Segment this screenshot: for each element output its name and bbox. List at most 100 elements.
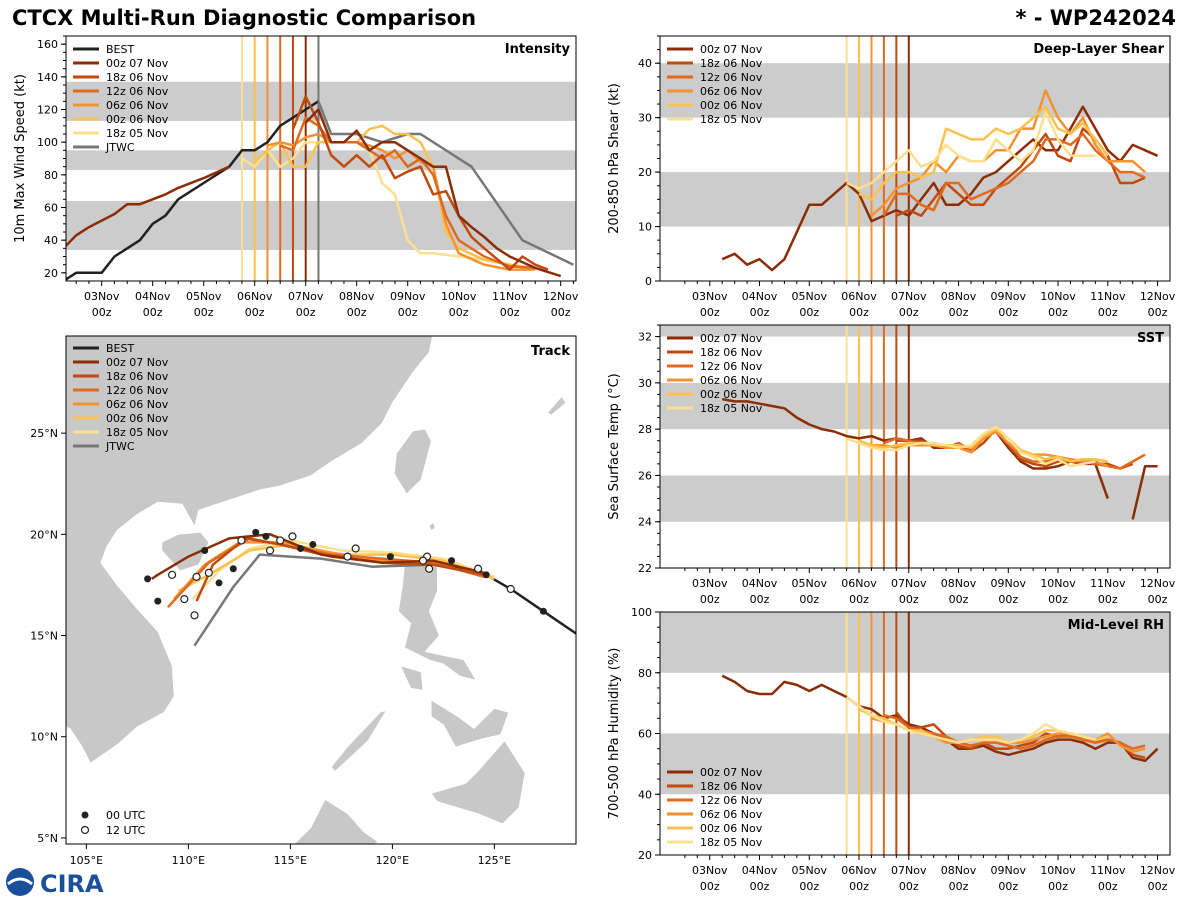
sst-ytick-label-2: 26: [638, 469, 652, 482]
rh-series-group: [721, 674, 1159, 763]
track-point-12utc-1: [473, 564, 483, 573]
intensity-panel: 20 40 60 80 100 120 140 160 03Nov 00z 04Nov 00z 05No…: [13, 35, 579, 319]
rh-legend-label-4: 00z 06 Nov: [700, 822, 763, 835]
shear-xtick-sublabel-0: 00z: [700, 306, 720, 319]
track-ytick-label-0: 5°N: [37, 832, 58, 845]
rh-ytick-label-0: 20: [638, 849, 652, 862]
rh-xtick-label-9: 12Nov: [1140, 864, 1176, 877]
shear-xtick-label-9: 12Nov: [1140, 290, 1176, 303]
intensity-xtick-sublabel-2: 00z: [194, 306, 214, 319]
figure-title: CTCX Multi-Run Diagnostic Comparison: [12, 6, 477, 30]
track-land-group: [66, 336, 567, 844]
track-title: Track: [531, 344, 570, 359]
rh-xtick-sublabel-8: 00z: [1098, 880, 1118, 893]
intensity-xtick-sublabel-5: 00z: [347, 306, 367, 319]
land-mainland-asia: [66, 336, 434, 764]
sst-series-group: [721, 397, 1158, 520]
intensity-xtick-label-8: 11Nov: [492, 290, 528, 303]
rh-xtick-sublabel-1: 00z: [750, 880, 770, 893]
shear-legend-label-2: 12z 06 Nov: [700, 71, 763, 84]
shear-xtick-sublabel-4: 00z: [899, 306, 919, 319]
track-line-0: [445, 563, 576, 635]
rh-xtick-label-2: 05Nov: [792, 864, 828, 877]
track-xtick-label-1: 110°E: [172, 854, 205, 867]
shear-xtick-label-1: 04Nov: [742, 290, 778, 303]
sst-panel: 22 24 26 28 30 32 03Nov 00z 04Nov 00z 05Nov 00z 06No…: [607, 324, 1176, 606]
track-xtick-label-2: 115°E: [274, 854, 307, 867]
storm-id: * - WP242024: [1015, 6, 1176, 30]
track-point-00utc-0: [539, 607, 547, 615]
shear-xtick-label-6: 09Nov: [991, 290, 1027, 303]
shear-xtick-sublabel-6: 00z: [998, 306, 1018, 319]
track-legend-00utc-marker: [81, 811, 89, 819]
sst-xtick-sublabel-5: 00z: [949, 593, 969, 606]
cira-logo-text: CIRA: [40, 870, 104, 898]
track-point-12utc-6: [204, 568, 213, 577]
shear-xtick-label-2: 05Nov: [792, 290, 828, 303]
shear-xtick-sublabel-2: 00z: [799, 306, 819, 319]
rh-series-line-2: [883, 714, 1146, 750]
intensity-xtick-label-3: 06Nov: [237, 290, 273, 303]
sst-xtick-sublabel-0: 00z: [700, 593, 720, 606]
intensity-xtick-label-7: 10Nov: [441, 290, 477, 303]
shear-ytick-label-1: 10: [638, 221, 652, 234]
sst-series-line-6: [846, 425, 1096, 468]
track-point-12utc-0: [506, 584, 515, 594]
sst-ytick-label-5: 32: [638, 331, 652, 344]
track-point-00utc-2: [448, 557, 456, 565]
sst-xtick-sublabel-6: 00z: [998, 593, 1018, 606]
sst-xtick-sublabel-8: 00z: [1098, 593, 1118, 606]
rh-xtick-sublabel-5: 00z: [949, 880, 969, 893]
intensity-xtick-sublabel-7: 00z: [449, 306, 469, 319]
intensity-legend-label-7: JTWC: [105, 141, 135, 154]
cira-globe-icon: [6, 868, 34, 896]
land-hainan: [161, 531, 210, 572]
sst-legend-label-1: 18z 06 Nov: [700, 346, 763, 359]
shear-ytick-label-0: 0: [645, 275, 652, 288]
track-xtick-label-4: 125°E: [478, 854, 511, 867]
rh-xtick-label-1: 04Nov: [742, 864, 778, 877]
intensity-series-line-6: [291, 95, 549, 271]
intensity-ytick-label-7: 160: [37, 38, 58, 51]
intensity-ytick-label-5: 120: [37, 104, 58, 117]
intensity-series-line-5: [279, 116, 536, 270]
intensity-legend-label-3: 12z 06 Nov: [106, 85, 169, 98]
shear-xtick-label-5: 08Nov: [941, 290, 977, 303]
intensity-series-line-8: [66, 165, 230, 248]
intensity-xtick-label-1: 04Nov: [135, 290, 171, 303]
track-point-00utc-5: [262, 532, 270, 540]
rh-xtick-label-4: 07Nov: [891, 864, 927, 877]
track-point-00utc-10: [215, 579, 223, 587]
intensity-xtick-sublabel-1: 00z: [143, 306, 163, 319]
rh-legend-label-3: 06z 06 Nov: [700, 808, 763, 821]
shear-xtick-sublabel-9: 00z: [1148, 306, 1168, 319]
track-point-00utc-1: [482, 571, 490, 579]
intensity-series-group: [66, 95, 574, 281]
rh-ytick-label-4: 100: [631, 606, 652, 619]
intensity-ytick-label-4: 100: [37, 136, 58, 149]
shear-panel: 0 10 20 30 40 03Nov 00z 04Nov 00z 05Nov 00z 06Nov 00…: [607, 35, 1176, 319]
rh-series-line-0: [721, 674, 1159, 763]
sst-xtick-sublabel-2: 00z: [799, 593, 819, 606]
intensity-xtick-sublabel-4: 00z: [296, 306, 316, 319]
intensity-xtick-label-9: 12Nov: [543, 290, 579, 303]
sst-xtick-sublabel-3: 00z: [849, 593, 869, 606]
intensity-series-line-7: [304, 108, 562, 278]
sst-xtick-label-4: 07Nov: [891, 577, 927, 590]
track-point-12utc-9: [192, 572, 201, 581]
track-xtick-label-3: 120°E: [376, 854, 409, 867]
shear-series-line-0: [721, 105, 1159, 272]
track-point-12utc-13: [180, 595, 189, 604]
shear-xtick-label-0: 03Nov: [692, 290, 728, 303]
track-legend-label-5: 00z 06 Nov: [106, 412, 169, 425]
shear-ylabel: 200-850 hPa Shear (kt): [607, 83, 622, 234]
sst-legend-label-2: 12z 06 Nov: [700, 360, 763, 373]
rh-xtick-sublabel-0: 00z: [700, 880, 720, 893]
sst-band-1: [660, 382, 1170, 430]
track-ytick-label-1: 10°N: [30, 731, 58, 744]
track-point-12utc-8: [190, 611, 199, 620]
intensity-series-line-3: [253, 124, 536, 271]
sst-series-line-1: [1131, 464, 1158, 520]
cira-logo: CIRA: [4, 866, 112, 898]
sst-legend-label-5: 18z 05 Nov: [700, 402, 763, 415]
